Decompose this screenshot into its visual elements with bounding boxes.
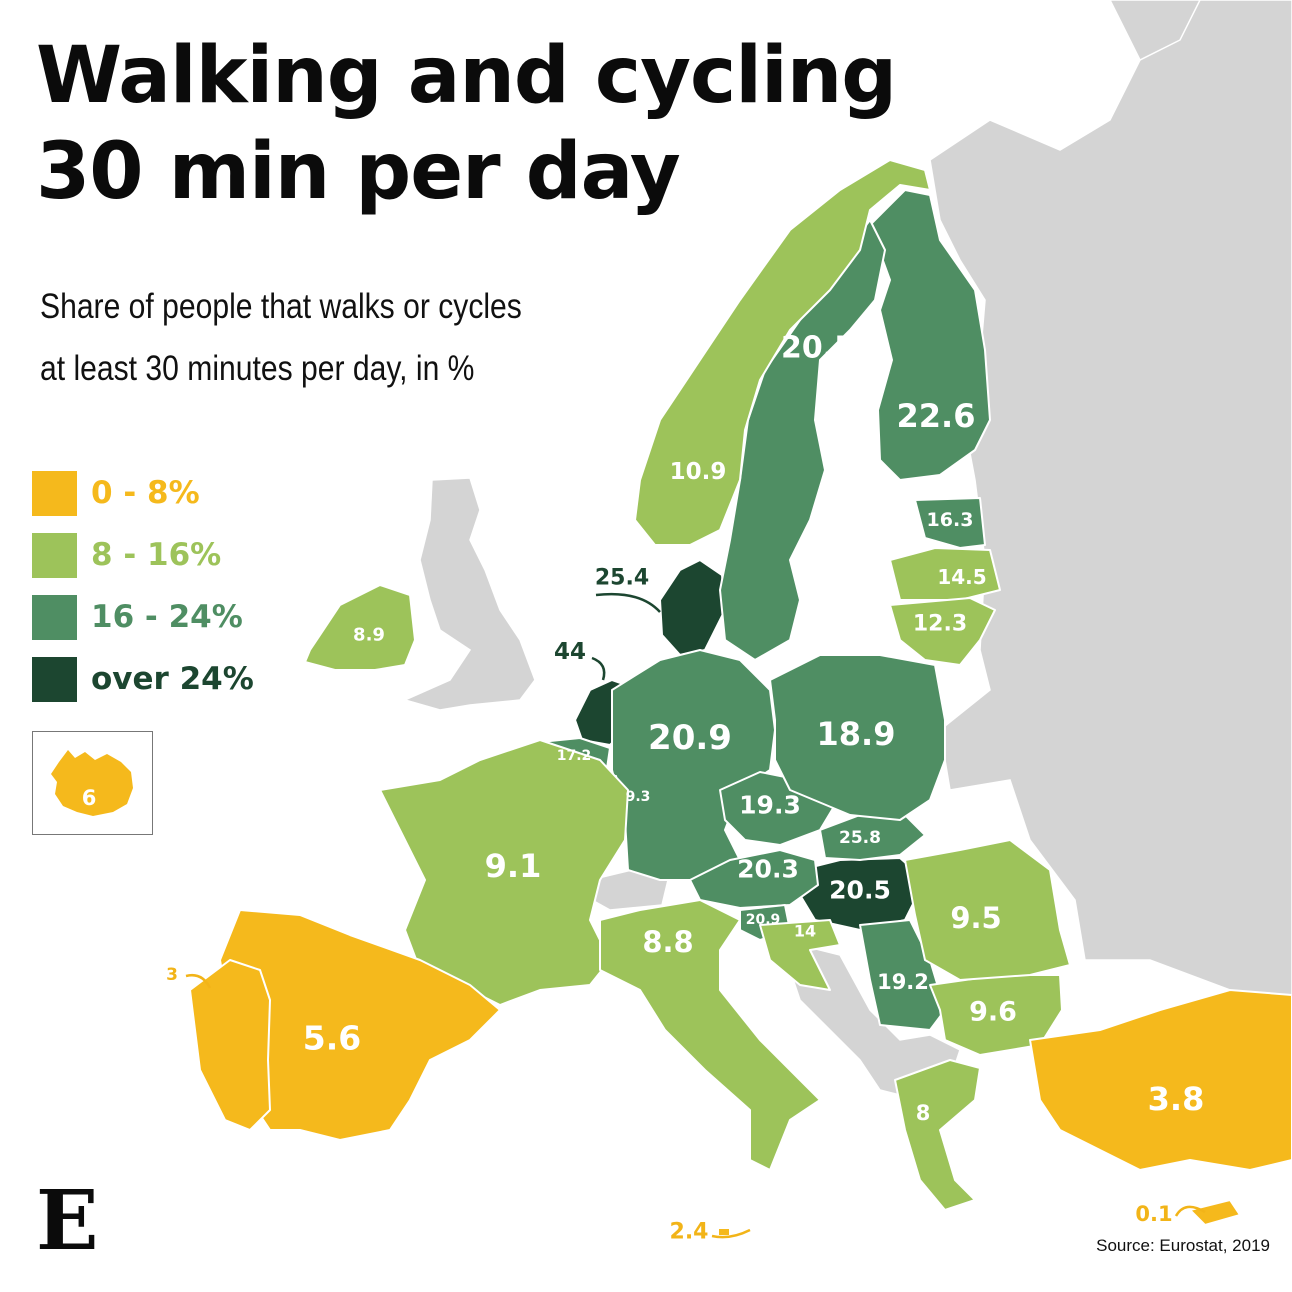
value-label-italy: 8.8: [642, 925, 694, 959]
callout-line: [185, 974, 212, 989]
legend-item-16-24: 16 - 24%: [32, 586, 254, 648]
subtitle-line-2: at least 30 minutes per day, in %: [40, 349, 475, 388]
value-label-finland: 22.6: [896, 397, 976, 435]
legend-swatch-0-8: [32, 470, 77, 516]
value-label-poland: 18.9: [816, 715, 896, 753]
map-subtitle: Share of people that walks or cycles at …: [40, 276, 522, 400]
legend-label-0-8: 0 - 8%: [91, 475, 200, 511]
region-finland: [869, 189, 991, 481]
value-label-norway: 10.9: [669, 459, 727, 485]
value-label-slovakia: 20.5: [829, 875, 891, 905]
region-ireland: [304, 584, 416, 671]
region-cyprus: [1189, 1199, 1241, 1226]
region-latvia: [889, 547, 1001, 601]
title-line-2: 30 min per day: [36, 127, 681, 217]
region-croatia: [759, 919, 841, 991]
value-label-france: 9.1: [484, 847, 542, 885]
callout-line: [595, 592, 661, 613]
greenland-tip: [1109, 0, 1201, 62]
source-note: Source: Eurostat, 2019: [1096, 1236, 1270, 1255]
value-label-cyprus: 0.1: [1135, 1202, 1173, 1226]
value-label-denmark: 25.4: [594, 565, 650, 591]
value-label-croatia: 14: [793, 921, 817, 941]
great-britain: [402, 477, 536, 711]
region-poland: [769, 654, 946, 821]
region-italy: [599, 899, 821, 1171]
legend-item-8-16: 8 - 16%: [32, 524, 254, 586]
value-label-ireland: 8.9: [353, 624, 385, 646]
publisher-logo: E: [36, 1173, 99, 1269]
legend-label-16-24: 16 - 24%: [91, 599, 243, 635]
legend-item-over-24: over 24%: [32, 648, 254, 710]
value-label-serbia: 19.2: [877, 970, 929, 994]
legend-label-8-16: 8 - 16%: [91, 537, 222, 573]
legend-label-over-24: over 24%: [91, 661, 254, 697]
value-label-hungary: 25.8: [839, 828, 881, 848]
region-germany: [611, 649, 776, 881]
callout-line: [711, 1228, 751, 1239]
region-romania: [904, 839, 1071, 981]
value-label-latvia: 14.5: [937, 565, 987, 589]
value-label-germany: 20.9: [648, 718, 732, 758]
legend: 0 - 8% 8 - 16% 16 - 24% over 24%: [32, 462, 254, 710]
value-label-romania: 9.5: [950, 901, 1002, 935]
legend-swatch-8-16: [32, 532, 77, 578]
region-estonia: [914, 497, 986, 549]
value-label-austria: 20.3: [737, 854, 799, 884]
value-label-belgium: 17.2: [556, 748, 592, 764]
legend-swatch-over-24: [32, 656, 77, 702]
value-label-iceland: 6: [81, 786, 97, 810]
non-eu-land: [402, 0, 1292, 1101]
subtitle-line-1: Share of people that walks or cycles: [40, 287, 522, 326]
value-label-estonia: 16.3: [926, 509, 974, 531]
title-line-1: Walking and cycling: [36, 31, 897, 121]
callout-line: [591, 656, 606, 681]
region-malta: [717, 1227, 731, 1237]
legend-swatch-16-24: [32, 594, 77, 640]
value-label-bulgaria: 9.6: [969, 996, 1017, 1028]
legend-item-0-8: 0 - 8%: [32, 462, 254, 524]
region-denmark: [659, 559, 726, 656]
iceland-inset: [32, 731, 153, 835]
value-label-sweden: 20.5: [780, 330, 856, 366]
value-label-malta: 2.4: [669, 1219, 709, 1245]
region-austria: [689, 849, 819, 909]
region-portugal: [189, 959, 271, 1131]
value-label-spain: 5.6: [302, 1018, 362, 1058]
value-label-luxembourg: 9.3: [625, 789, 651, 805]
callout-line: [1174, 1205, 1206, 1217]
value-label-netherlands: 44: [553, 639, 587, 665]
value-label-lithuania: 12.3: [912, 611, 968, 637]
value-label-slovenia: 20.9: [745, 912, 781, 928]
value-label-portugal: 3: [166, 965, 178, 985]
iceland-shape: [51, 750, 133, 816]
region-turkey: [1029, 989, 1292, 1171]
region-norway: [634, 159, 931, 546]
value-label-turkey: 3.8: [1147, 1080, 1205, 1118]
value-label-czechia: 19.3: [739, 790, 801, 820]
region-greece: [894, 1059, 981, 1211]
value-label-greece: 8: [915, 1101, 931, 1125]
region-lithuania: [889, 597, 996, 666]
map-title: Walking and cycling 30 min per day: [36, 28, 897, 220]
